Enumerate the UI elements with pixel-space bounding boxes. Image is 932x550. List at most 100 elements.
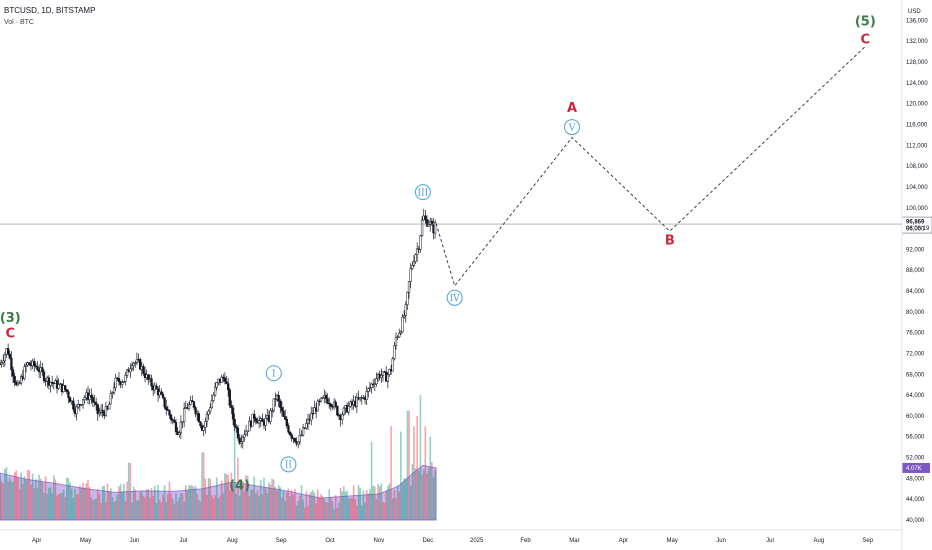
- volume-bar: [284, 500, 286, 520]
- volume-bar: [238, 495, 241, 520]
- volume-bar: [303, 507, 306, 520]
- volume-bar: [186, 490, 189, 520]
- volume-bar: [331, 501, 334, 520]
- volume-bar: [178, 497, 181, 520]
- volume-bar: [110, 488, 112, 520]
- candle-body: [215, 382, 218, 388]
- candle-body: [49, 381, 52, 386]
- volume-bar: [168, 481, 171, 520]
- volume-bar: [325, 501, 327, 520]
- volume-bar: [388, 483, 391, 520]
- candle-body: [0, 363, 2, 365]
- candle-body: [204, 421, 207, 428]
- volume-bar: [320, 494, 322, 520]
- volume-bar: [70, 488, 73, 520]
- volume-bar: [23, 476, 26, 520]
- volume-bar: [418, 470, 420, 520]
- volume-bar: [26, 469, 29, 520]
- candle-body: [68, 397, 72, 403]
- x-tick-label: Jul: [766, 538, 774, 544]
- candle-body: [236, 427, 240, 439]
- y-tick-label: 92,000: [906, 247, 925, 253]
- candle-body: [416, 248, 419, 255]
- last-price-value: 96,869: [906, 220, 925, 226]
- projection-path: [435, 46, 866, 287]
- volume-bar: [10, 481, 13, 520]
- volume-bar: [62, 489, 65, 520]
- volume-bar: [323, 498, 326, 520]
- candle-body: [205, 414, 209, 422]
- volume-bar: [253, 476, 256, 520]
- volume-bar: [271, 478, 273, 520]
- candle-body: [368, 387, 372, 389]
- volume-bar: [157, 484, 159, 520]
- volume-bar: [52, 475, 55, 520]
- volume-bar: [126, 481, 128, 520]
- volume-bar: [98, 493, 101, 520]
- x-tick-label: May: [80, 538, 91, 544]
- candle-body: [83, 397, 86, 400]
- volume-bar: [416, 415, 418, 520]
- volume-bar: [245, 475, 247, 520]
- volume-indicator-label[interactable]: Vol · BTC: [4, 19, 34, 26]
- volume-bar: [408, 410, 410, 520]
- wave-label: III: [418, 188, 429, 198]
- candle-body: [65, 389, 68, 392]
- volume-bar: [220, 480, 223, 520]
- volume-bar: [246, 476, 249, 520]
- volume-bar: [22, 483, 24, 520]
- volume-bar: [88, 486, 91, 520]
- x-tick-label: Oct: [325, 538, 335, 544]
- volume-bar: [4, 469, 6, 520]
- candle-body: [13, 375, 16, 383]
- volume-bar: [228, 490, 231, 520]
- candle-body: [253, 413, 256, 419]
- candle-body: [41, 367, 44, 373]
- candle-body: [166, 409, 170, 411]
- symbol-title[interactable]: BTCUSD, 1D, BITSTAMP: [4, 6, 96, 15]
- volume-bar: [18, 489, 21, 520]
- volume-bar: [131, 502, 133, 520]
- volume-bar: [13, 472, 16, 520]
- currency-label[interactable]: USD: [908, 9, 921, 15]
- volume-bar: [370, 441, 373, 520]
- volume-bar: [144, 497, 146, 520]
- candle-body: [244, 430, 248, 436]
- candle-body: [425, 219, 429, 227]
- volume-bar: [108, 491, 110, 520]
- candle-body: [36, 366, 39, 371]
- candle-body: [334, 401, 337, 407]
- wave-label: (3): [0, 311, 21, 326]
- volume-bar: [212, 498, 215, 520]
- candle-body: [402, 315, 406, 318]
- candle-body: [125, 369, 129, 376]
- volume-bar: [367, 493, 370, 520]
- volume-bar: [315, 503, 317, 520]
- volume-bar: [163, 485, 166, 520]
- y-tick-label: 136,000: [906, 18, 928, 24]
- volume-bar: [41, 481, 44, 520]
- candle-body: [50, 381, 54, 384]
- candle-body: [124, 374, 127, 382]
- volume-bar: [134, 489, 137, 520]
- candle-body: [246, 430, 249, 432]
- candle-body: [104, 406, 108, 417]
- wave-label: A: [567, 101, 577, 116]
- volume-bar: [359, 488, 361, 520]
- y-tick-label: 68,000: [906, 372, 925, 378]
- volume-bar: [66, 477, 68, 520]
- volume-bar: [401, 483, 404, 520]
- x-tick-label: Sep: [276, 538, 287, 544]
- volume-bar: [232, 483, 234, 520]
- candle-body: [161, 394, 165, 398]
- volume-bar: [380, 483, 383, 520]
- volume-bar: [400, 431, 402, 520]
- x-tick-label: 2025: [470, 538, 484, 544]
- volume-bar: [264, 487, 267, 520]
- volume-bar: [237, 457, 239, 520]
- volume-bar: [374, 486, 376, 520]
- candle-body: [331, 406, 334, 408]
- volume-bar: [85, 483, 88, 520]
